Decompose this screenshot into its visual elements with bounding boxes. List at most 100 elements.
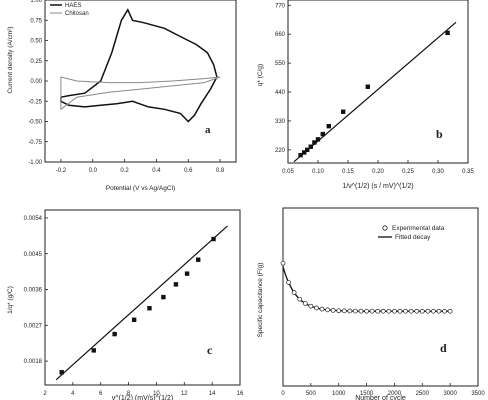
y-tick-label: 0.50 bbox=[30, 39, 42, 45]
y-tick-label: 0.0027 bbox=[24, 323, 43, 329]
x-tick-label: 12 bbox=[181, 391, 188, 397]
y-tick-label: 0.25 bbox=[30, 59, 42, 65]
x-tick-label: 500 bbox=[306, 391, 317, 397]
experimental-point bbox=[431, 308, 436, 314]
y-tick-label: 0.75 bbox=[30, 18, 42, 24]
experimental-point bbox=[447, 308, 453, 314]
x-axis-label: Potential (V vs Ag/AgCl) bbox=[106, 185, 175, 192]
experimental-point bbox=[392, 308, 397, 314]
x-tick-label: 8 bbox=[127, 391, 131, 397]
x-tick-label: 0.25 bbox=[402, 169, 414, 175]
legend-label: Chitosan bbox=[65, 11, 89, 17]
y-axis-label: q* (C/g) bbox=[257, 64, 264, 86]
data-point bbox=[302, 150, 307, 155]
data-point bbox=[91, 348, 96, 353]
experimental-point bbox=[425, 308, 431, 314]
legend-label: HAES bbox=[65, 3, 81, 9]
data-point bbox=[184, 271, 190, 276]
y-tick-label: 660 bbox=[275, 32, 286, 38]
y-tick-label: 0.00 bbox=[30, 79, 42, 85]
y-tick-label: 770 bbox=[275, 3, 286, 9]
data-point bbox=[341, 109, 346, 114]
data-point bbox=[320, 131, 325, 137]
x-tick-label: 0.4 bbox=[152, 168, 161, 174]
x-tick-label: 3500 bbox=[471, 391, 485, 397]
x-tick-label: 2500 bbox=[416, 391, 430, 397]
linear-fit-line bbox=[55, 225, 228, 381]
experimental-point bbox=[442, 308, 447, 314]
y-tick-label: 0.0054 bbox=[24, 216, 43, 222]
experimental-point bbox=[358, 308, 364, 314]
x-tick-label: 0.8 bbox=[216, 168, 225, 174]
fitted-decay-curve bbox=[282, 266, 451, 312]
experimental-point bbox=[297, 296, 303, 302]
x-tick-label: 10 bbox=[153, 391, 160, 397]
x-tick-label: 0.10 bbox=[312, 169, 324, 175]
experimental-point bbox=[375, 308, 381, 314]
data-point bbox=[131, 317, 137, 322]
x-axis-label: ν^(1/2) (mV/s)^(1/2) bbox=[112, 395, 173, 400]
panel-label-b: b bbox=[436, 127, 443, 141]
x-tick-label: 0.6 bbox=[184, 168, 193, 174]
experimental-point bbox=[330, 308, 336, 313]
panel-d-axes-frame bbox=[282, 207, 479, 387]
data-point bbox=[147, 306, 152, 311]
experimental-point bbox=[436, 308, 442, 314]
data-point bbox=[308, 144, 313, 149]
x-tick-label: 16 bbox=[237, 391, 244, 397]
y-tick-label: 0.0018 bbox=[24, 359, 43, 365]
y-tick-label: 550 bbox=[275, 61, 286, 67]
x-tick-label: -0.2 bbox=[56, 168, 67, 174]
y-axis-label: Current density (A/cm²) bbox=[7, 26, 14, 93]
y-tick-label: -1.00 bbox=[28, 160, 42, 166]
x-tick-label: 1000 bbox=[332, 391, 346, 397]
experimental-point bbox=[291, 290, 297, 295]
experimental-point bbox=[302, 301, 308, 306]
y-tick-label: 220 bbox=[275, 148, 286, 154]
y-axis-label: Specific capacitance (F/g) bbox=[257, 263, 264, 338]
experimental-point bbox=[380, 308, 386, 314]
experimental-point bbox=[308, 303, 314, 309]
y-tick-label: 1.00 bbox=[30, 0, 42, 4]
legend-label: Experimental data bbox=[392, 225, 445, 232]
experimental-point bbox=[353, 308, 358, 314]
cv-curve-chitosan bbox=[60, 76, 221, 111]
experimental-point bbox=[414, 308, 420, 314]
experimental-point bbox=[419, 308, 425, 314]
legend-label: Fitted decay bbox=[395, 234, 431, 241]
x-tick-label: 1500 bbox=[360, 391, 374, 397]
experimental-point bbox=[397, 308, 403, 314]
data-point bbox=[196, 257, 201, 262]
data-point bbox=[315, 137, 321, 142]
experimental-point bbox=[386, 308, 392, 314]
y-tick-label: 440 bbox=[275, 90, 286, 96]
data-point bbox=[445, 30, 450, 36]
data-point bbox=[161, 294, 166, 300]
experimental-point bbox=[347, 308, 353, 314]
x-axis-label: 1/ν^(1/2) (s / mV)^(1/2) bbox=[342, 183, 413, 190]
legend-marker bbox=[382, 225, 388, 231]
panel-c-axes-frame bbox=[44, 209, 241, 386]
data-point bbox=[112, 331, 117, 337]
x-tick-label: 0.35 bbox=[462, 169, 474, 175]
experimental-point bbox=[280, 260, 286, 266]
data-point bbox=[59, 370, 64, 375]
cv-curve-haes bbox=[60, 8, 218, 123]
data-point bbox=[365, 84, 370, 89]
data-point bbox=[326, 123, 331, 129]
data-point bbox=[173, 282, 179, 287]
data-point bbox=[211, 236, 216, 242]
panel-label-d: d bbox=[440, 341, 447, 355]
x-tick-label: 4 bbox=[71, 391, 75, 397]
x-tick-label: 2000 bbox=[388, 391, 402, 397]
y-tick-label: -0.75 bbox=[28, 140, 42, 146]
experimental-point bbox=[325, 307, 330, 313]
y-axis-label: 1/q* (g/C) bbox=[7, 286, 14, 314]
panel-label-a: a bbox=[205, 124, 211, 136]
data-point bbox=[305, 147, 310, 153]
x-tick-label: 0.15 bbox=[342, 169, 354, 175]
x-tick-label: 2 bbox=[43, 391, 47, 397]
y-tick-label: 330 bbox=[275, 119, 286, 125]
x-tick-label: 0.20 bbox=[372, 169, 384, 175]
